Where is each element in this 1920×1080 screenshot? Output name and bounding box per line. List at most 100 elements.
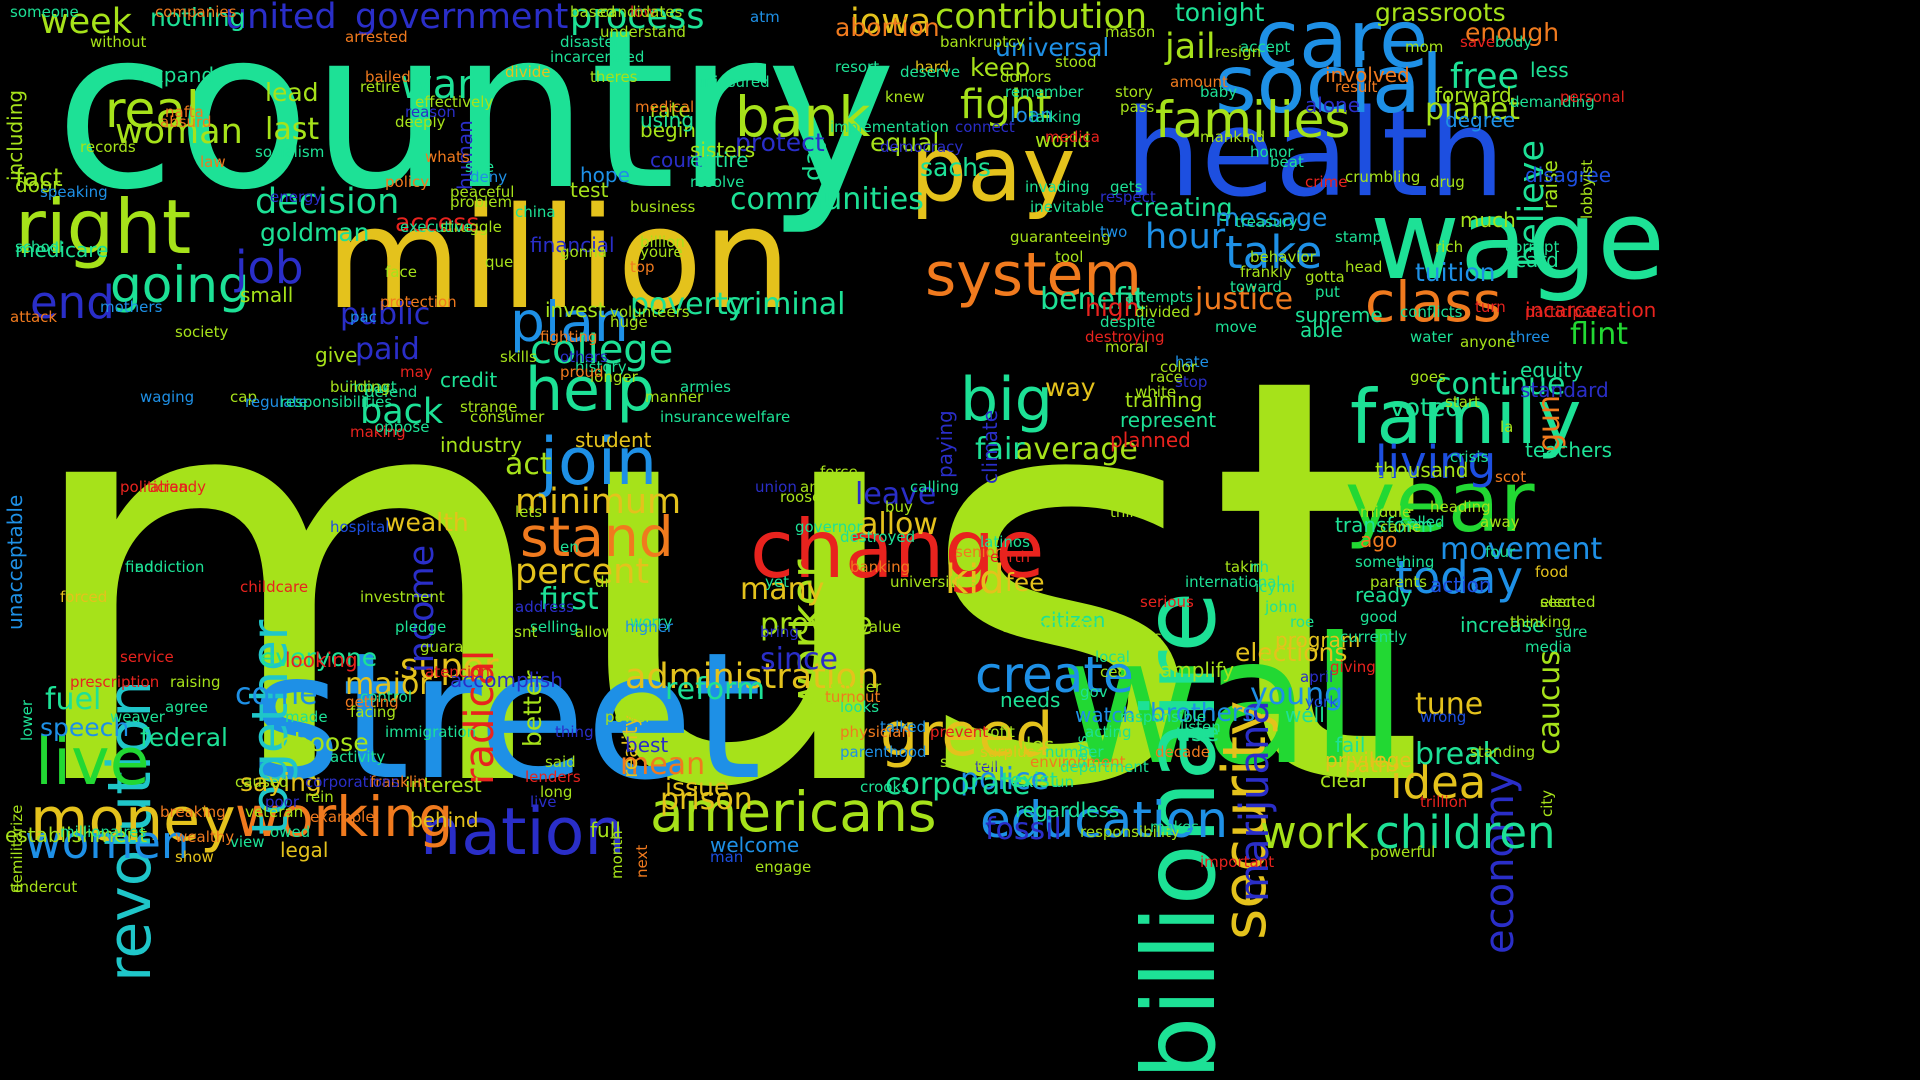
word: profit <box>975 723 1015 741</box>
word: shouldnt <box>940 753 1006 771</box>
word: acting <box>1085 723 1132 741</box>
word: food <box>1535 563 1569 581</box>
word: serious <box>1140 593 1194 611</box>
word: person <box>1040 473 1126 502</box>
word: living <box>1375 436 1497 489</box>
word: tell <box>975 758 999 776</box>
word: service <box>120 648 174 666</box>
word: el <box>1260 648 1274 666</box>
word: despite <box>1100 313 1156 331</box>
word: crisis <box>1450 448 1489 466</box>
word: move <box>1215 318 1257 336</box>
word: implementation <box>830 118 949 136</box>
word: force <box>820 463 858 481</box>
word: administration <box>625 657 880 697</box>
word: next <box>633 844 651 878</box>
word: snyder <box>830 678 882 696</box>
word: water <box>1410 328 1453 346</box>
word: student <box>575 428 652 452</box>
word: york <box>1305 693 1338 711</box>
word: equity <box>1520 358 1583 382</box>
word: resolve <box>690 173 745 191</box>
word: agree <box>165 698 209 716</box>
word: create <box>975 646 1134 704</box>
word: mankind <box>1200 128 1266 146</box>
word: currently <box>1340 628 1408 646</box>
word: armies <box>680 378 731 396</box>
word: well <box>1285 703 1325 727</box>
word: interest <box>405 773 482 797</box>
word: legal <box>280 838 329 862</box>
word: activity <box>330 748 386 766</box>
word: communities <box>730 182 924 217</box>
word: including <box>3 89 27 181</box>
word: impact <box>345 378 397 396</box>
word: example <box>310 808 375 826</box>
word: lets <box>515 503 543 521</box>
word: watch <box>1075 703 1136 727</box>
word: business <box>630 198 696 216</box>
word: training <box>1125 388 1203 412</box>
word: woman <box>115 112 243 152</box>
word: right <box>15 183 192 271</box>
word: addiction <box>135 558 205 576</box>
word: anyone <box>1460 333 1516 351</box>
word: incarcerated <box>550 48 645 66</box>
word: pledge <box>395 618 447 636</box>
word: thinking <box>1510 613 1571 631</box>
word: fossil <box>985 812 1062 847</box>
word: disaster <box>560 33 620 51</box>
word: understand <box>600 23 686 41</box>
word: fuel <box>45 682 102 717</box>
word: resign <box>1215 43 1262 61</box>
word: universities <box>890 573 977 591</box>
word: energy <box>270 188 323 206</box>
word: able <box>1300 318 1343 342</box>
word: rate <box>650 98 691 122</box>
word: strange <box>460 398 518 416</box>
word: stand <box>520 505 674 569</box>
word: increase <box>1460 613 1545 637</box>
word: isnt <box>510 623 538 641</box>
word: nh <box>1250 558 1270 576</box>
word: knew <box>885 88 925 106</box>
word: body <box>1495 33 1533 51</box>
word: problem <box>450 193 513 211</box>
word: wrong <box>1420 708 1467 726</box>
word: speech <box>40 713 130 742</box>
word: establishment <box>5 823 148 847</box>
word: sure <box>1555 623 1588 641</box>
word: voted <box>1390 393 1462 422</box>
word: federal <box>140 723 228 752</box>
word: war <box>400 62 474 108</box>
word: ceo <box>1100 663 1127 681</box>
word: welcome <box>710 833 800 857</box>
word: destroying <box>1085 328 1165 346</box>
word: trillion <box>1420 793 1468 811</box>
word: executive <box>400 218 473 236</box>
word: drug <box>1430 173 1465 191</box>
word: keep <box>970 53 1031 82</box>
word: live <box>35 725 150 800</box>
word: result <box>1335 78 1378 96</box>
word: caused <box>235 773 289 791</box>
word: parenthood <box>840 743 927 761</box>
word: responsibility <box>1080 823 1180 841</box>
word: politician <box>120 478 189 496</box>
word: address <box>515 598 574 616</box>
word: manner <box>645 388 704 406</box>
word: nafta <box>165 103 204 121</box>
word: deeply <box>395 113 446 131</box>
word: volunteers <box>610 303 690 321</box>
word: exist <box>1010 768 1058 792</box>
word: color <box>1160 358 1197 376</box>
word: end <box>30 276 115 329</box>
word: looking <box>285 648 358 672</box>
word: oppose <box>375 418 430 436</box>
word: expand <box>140 63 215 87</box>
word: fee <box>1005 568 1045 597</box>
word: fact <box>15 163 63 192</box>
word: elections <box>1235 638 1348 667</box>
word: last <box>265 112 320 147</box>
